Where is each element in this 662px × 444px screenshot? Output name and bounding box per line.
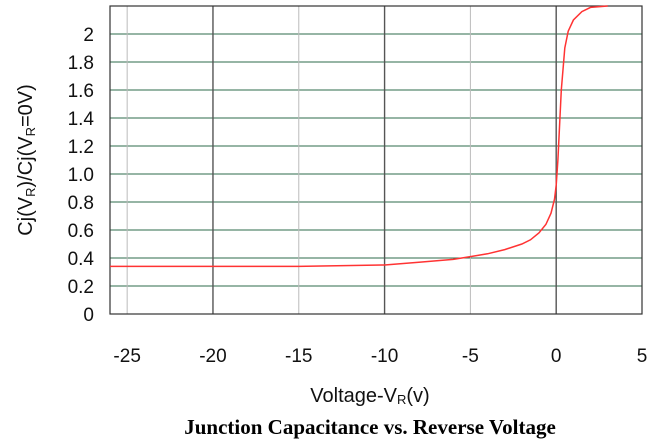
series-line xyxy=(110,5,608,268)
chart-caption: Junction Capacitance vs. Reverse Voltage xyxy=(184,415,556,439)
curve-layer xyxy=(110,5,608,268)
y-tick-label: 1.2 xyxy=(68,137,94,158)
y-axis-label: Cj(VR)/Cj(VR=0V) xyxy=(15,84,38,236)
grid xyxy=(109,5,643,315)
x-tick-label: 0 xyxy=(551,346,562,367)
y-tick-label: 1.0 xyxy=(68,165,94,186)
x-tick-label: -5 xyxy=(462,346,479,367)
x-tick-label: -20 xyxy=(199,346,226,367)
x-tick-label: -15 xyxy=(285,346,312,367)
y-tick-label: 1.8 xyxy=(68,53,94,74)
tick-labels: 0 0.2 0.4 0.6 0.8 1.0 1.2 1.4 1.6 1.8 2 -25 -20 -15 -1… xyxy=(68,25,648,367)
x-axis-label: Voltage-VR(v) xyxy=(310,385,429,407)
x-tick-label: 5 xyxy=(637,346,648,367)
y-tick-label: 0.4 xyxy=(68,249,95,270)
y-tick-label: 0.8 xyxy=(68,193,94,214)
y-tick-label: 0.6 xyxy=(68,221,94,242)
y-tick-label: 0.2 xyxy=(68,277,94,298)
y-tick-label: 0 xyxy=(83,305,94,326)
y-tick-label: 2 xyxy=(83,25,94,46)
x-tick-label: -10 xyxy=(371,346,398,367)
y-tick-label: 1.6 xyxy=(68,81,94,102)
plot-frame xyxy=(109,5,643,315)
x-tick-label: -25 xyxy=(113,346,140,367)
y-tick-label: 1.4 xyxy=(68,109,95,130)
